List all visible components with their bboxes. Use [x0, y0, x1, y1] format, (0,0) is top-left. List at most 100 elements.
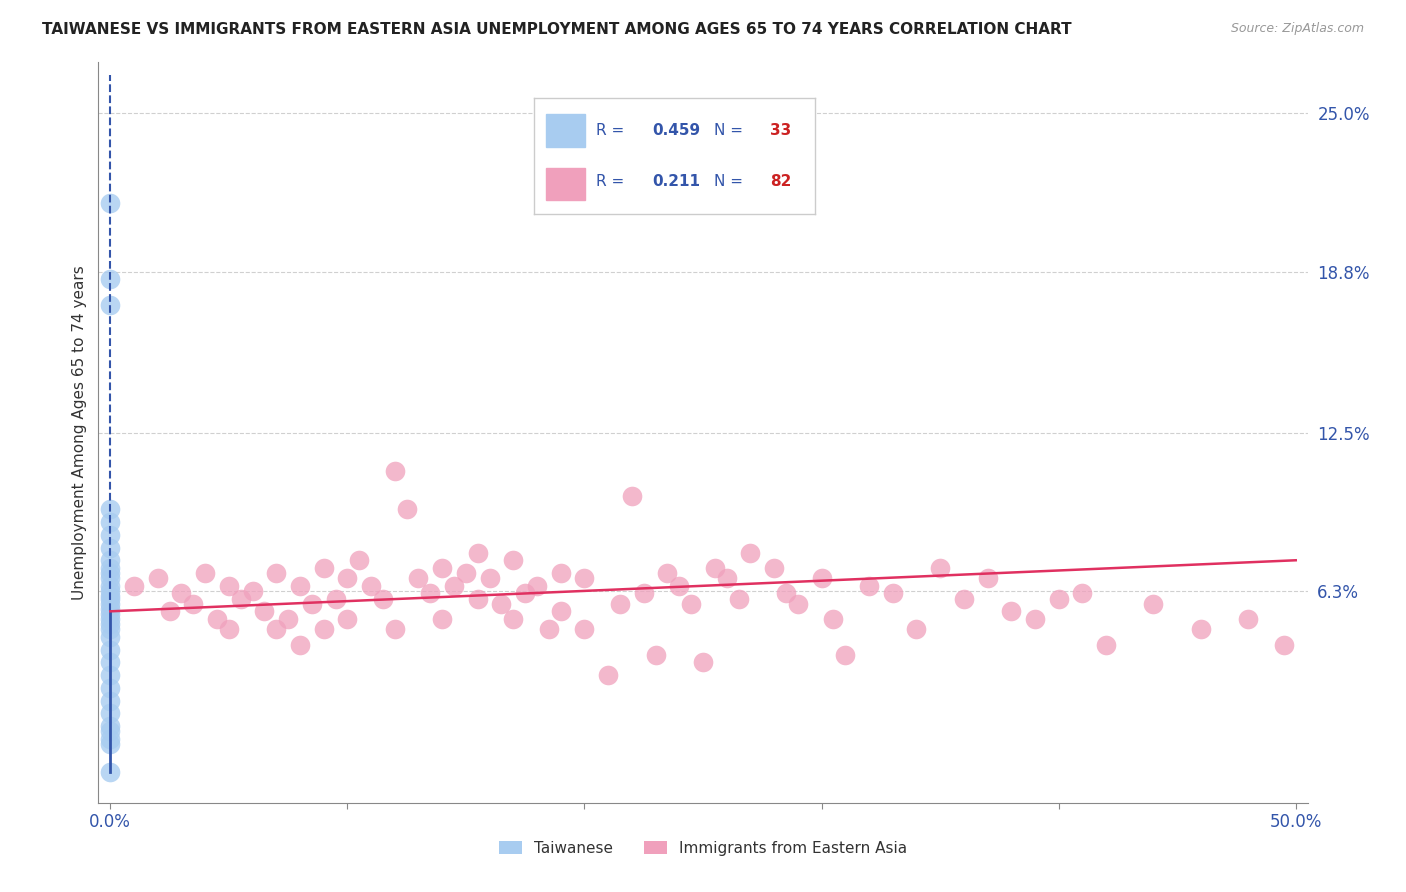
Point — [98, 765, 121, 780]
Point — [264, 622, 287, 636]
Point — [98, 630, 121, 644]
Point — [620, 490, 643, 504]
Point — [360, 579, 382, 593]
Point — [537, 622, 560, 636]
Point — [205, 612, 228, 626]
Point — [384, 464, 406, 478]
Point — [218, 622, 240, 636]
Point — [598, 668, 620, 682]
Point — [515, 586, 537, 600]
Point — [727, 591, 749, 606]
Text: N =: N = — [714, 174, 748, 189]
Point — [786, 597, 808, 611]
Point — [325, 591, 347, 606]
Point — [443, 579, 465, 593]
Point — [454, 566, 477, 580]
Point — [703, 561, 725, 575]
Point — [98, 561, 121, 575]
Point — [242, 583, 264, 598]
Point — [905, 622, 928, 636]
Point — [775, 586, 797, 600]
Point — [467, 546, 489, 560]
Point — [98, 579, 121, 593]
Point — [574, 622, 596, 636]
Point — [98, 731, 121, 746]
Point — [692, 656, 714, 670]
Point — [98, 622, 121, 636]
Y-axis label: Unemployment Among Ages 65 to 74 years: Unemployment Among Ages 65 to 74 years — [72, 265, 87, 600]
Point — [122, 579, 145, 593]
Point — [98, 612, 121, 626]
Point — [98, 694, 121, 708]
Point — [550, 566, 572, 580]
Point — [976, 571, 998, 585]
Point — [1189, 622, 1212, 636]
Point — [98, 589, 121, 603]
Point — [1272, 638, 1295, 652]
Point — [681, 597, 703, 611]
Point — [98, 656, 121, 670]
Point — [858, 579, 880, 593]
Point — [502, 553, 524, 567]
Point — [740, 546, 762, 560]
Point — [98, 607, 121, 621]
Point — [823, 612, 845, 626]
Point — [98, 601, 121, 615]
Point — [502, 612, 524, 626]
Point — [526, 579, 548, 593]
Point — [98, 566, 121, 580]
Text: Source: ZipAtlas.com: Source: ZipAtlas.com — [1230, 22, 1364, 36]
Point — [159, 604, 181, 618]
Point — [1237, 612, 1260, 626]
Point — [336, 571, 359, 585]
Point — [98, 272, 121, 286]
Bar — [546, 114, 585, 147]
Point — [644, 648, 666, 662]
Point — [98, 706, 121, 721]
Point — [98, 553, 121, 567]
Point — [98, 617, 121, 632]
Point — [98, 571, 121, 585]
Point — [98, 515, 121, 529]
Point — [491, 597, 513, 611]
Point — [98, 668, 121, 682]
Point — [1095, 638, 1118, 652]
Point — [609, 597, 631, 611]
Point — [408, 571, 430, 585]
Point — [1142, 597, 1164, 611]
Point — [763, 561, 786, 575]
Point — [301, 597, 323, 611]
Point — [478, 571, 501, 585]
Point — [98, 737, 121, 751]
Point — [657, 566, 679, 580]
Point — [98, 541, 121, 555]
Point — [347, 553, 370, 567]
Point — [194, 566, 217, 580]
Point — [716, 571, 738, 585]
Point — [432, 612, 454, 626]
Point — [1047, 591, 1070, 606]
Point — [467, 591, 489, 606]
Text: N =: N = — [714, 123, 748, 138]
Legend: Taiwanese, Immigrants from Eastern Asia: Taiwanese, Immigrants from Eastern Asia — [494, 835, 912, 862]
Point — [834, 648, 856, 662]
Text: R =: R = — [596, 174, 634, 189]
Point — [952, 591, 974, 606]
Point — [253, 604, 276, 618]
Point — [336, 612, 359, 626]
Point — [218, 579, 240, 593]
Point — [432, 561, 454, 575]
Point — [146, 571, 169, 585]
Text: 0.459: 0.459 — [652, 123, 700, 138]
Point — [312, 561, 335, 575]
Point — [288, 638, 311, 652]
Point — [98, 642, 121, 657]
Point — [312, 622, 335, 636]
Point — [574, 571, 596, 585]
Point — [810, 571, 832, 585]
Point — [371, 591, 394, 606]
Point — [550, 604, 572, 618]
Text: 0.211: 0.211 — [652, 174, 700, 189]
Point — [1024, 612, 1046, 626]
Point — [98, 502, 121, 516]
